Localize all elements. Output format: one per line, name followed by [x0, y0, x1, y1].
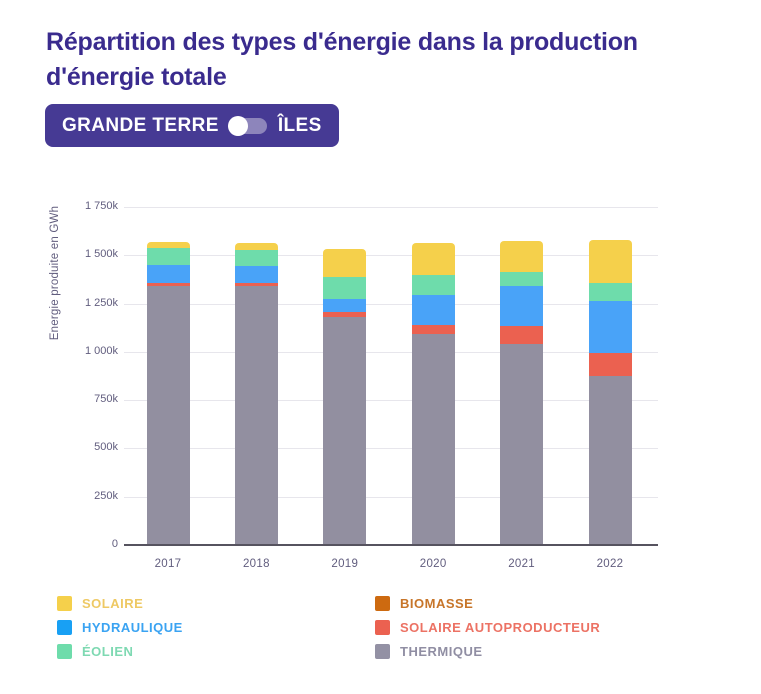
legend-swatch-thermique [375, 644, 390, 659]
gridline [124, 448, 658, 450]
bar-segment-eolien-2022 [588, 283, 632, 302]
gridline [124, 303, 658, 305]
y-axis-title: Energie produite en GWh [49, 205, 61, 341]
x-tick-label-2017: 2017 [154, 558, 182, 570]
legend-label: SOLAIRE [82, 596, 144, 611]
bar-segment-eolien-2018 [234, 250, 278, 266]
bar-segment-solaire-autoproducteur-2022 [588, 352, 632, 376]
x-tick-label-2022: 2022 [596, 558, 624, 570]
toggle-left-label: GRANDE TERRE [62, 114, 219, 136]
bar-segment-solaire-autoproducteur-2019 [323, 312, 367, 318]
legend-label: HYDRAULIQUE [82, 620, 183, 635]
y-tick-label: 750k [94, 393, 118, 406]
bar-2021[interactable] [500, 241, 544, 545]
bar-2017[interactable] [146, 241, 190, 545]
bar-segment-thermique-2021 [500, 344, 544, 545]
x-tick-label-2020: 2020 [419, 558, 447, 570]
bar-segment-solaire-2020 [411, 242, 455, 276]
x-axis-line [124, 544, 658, 546]
legend-label: SOLAIRE AUTOPRODUCTEUR [400, 620, 601, 635]
gridline [124, 207, 658, 208]
x-tick-label-2021: 2021 [508, 558, 535, 570]
bar-segment-thermique-2018 [234, 286, 278, 545]
toggle-right-label: ÎLES [277, 114, 322, 136]
legend-label: ÉOLIEN [82, 644, 134, 659]
bar-segment-thermique-2019 [323, 317, 367, 545]
y-tick-label: 1 500k [84, 248, 118, 261]
gridline [124, 255, 658, 257]
y-tick-label: 1 750k [84, 200, 118, 212]
bar-segment-hydraulique-2020 [411, 295, 455, 326]
legend-swatch-eolien [57, 644, 72, 659]
legend-item-thermique[interactable]: THERMIQUE [375, 644, 483, 659]
legend-item-solaire-autoproducteur[interactable]: SOLAIRE AUTOPRODUCTEUR [375, 620, 600, 635]
toggle-knob [227, 115, 248, 136]
bar-2022[interactable] [588, 239, 632, 545]
bar-2020[interactable] [411, 242, 455, 545]
bar-segment-eolien-2021 [500, 272, 544, 287]
bar-segment-eolien-2020 [411, 275, 455, 296]
bar-2019[interactable] [323, 249, 367, 545]
bar-segment-hydraulique-2019 [323, 298, 367, 313]
y-tick-label: 1 000k [84, 344, 118, 357]
y-tick-label: 250k [94, 489, 118, 502]
legend-swatch-solaire-autoproducteur [375, 620, 390, 635]
legend-swatch-biomasse [375, 596, 390, 611]
bar-segment-solaire-autoproducteur-2018 [234, 283, 278, 287]
bar-segment-solaire-autoproducteur-2020 [411, 325, 455, 335]
bar-segment-solaire-2017 [146, 241, 190, 249]
x-tick-label-2019: 2019 [331, 558, 359, 570]
y-tick-label: 0 [111, 538, 118, 550]
legend-item-solaire[interactable]: SOLAIRE [57, 596, 143, 611]
bar-segment-solaire-autoproducteur-2021 [500, 325, 544, 345]
bar-segment-solaire-2019 [323, 249, 367, 277]
bar-segment-hydraulique-2022 [588, 301, 632, 353]
gridline [124, 496, 658, 498]
legend-item-eolien[interactable]: ÉOLIEN [57, 644, 133, 659]
toggle-switch-icon[interactable] [227, 115, 267, 136]
bar-segment-hydraulique-2021 [500, 286, 544, 326]
legend-swatch-solaire [57, 596, 72, 611]
legend-swatch-hydraulique [57, 620, 72, 635]
legend-label: BIOMASSE [400, 596, 474, 611]
page-title: Répartition des types d'énergie dans la … [46, 27, 638, 91]
bar-segment-solaire-2022 [588, 239, 632, 284]
region-toggle-button[interactable]: GRANDE TERRE ÎLES [45, 104, 339, 147]
bar-segment-hydraulique-2018 [234, 265, 278, 284]
bar-segment-solaire-2018 [234, 242, 278, 251]
bar-segment-solaire-autoproducteur-2017 [146, 283, 190, 287]
bar-segment-thermique-2020 [411, 334, 455, 545]
gridline [124, 351, 658, 353]
bar-segment-thermique-2022 [588, 375, 632, 545]
legend-item-biomasse[interactable]: BIOMASSE [375, 596, 473, 611]
bar-segment-solaire-2021 [500, 241, 544, 273]
y-tick-label: 500k [94, 441, 118, 454]
bar-segment-thermique-2017 [146, 286, 190, 545]
bar-2018[interactable] [234, 242, 278, 545]
bar-segment-eolien-2017 [146, 248, 190, 266]
legend-label: THERMIQUE [400, 644, 483, 659]
gridline [124, 400, 658, 402]
y-tick-label: 1 250k [84, 296, 118, 309]
bar-segment-eolien-2019 [323, 276, 367, 299]
x-tick-label-2018: 2018 [242, 558, 270, 570]
bar-segment-hydraulique-2017 [146, 265, 190, 284]
legend-item-hydraulique[interactable]: HYDRAULIQUE [57, 620, 183, 635]
